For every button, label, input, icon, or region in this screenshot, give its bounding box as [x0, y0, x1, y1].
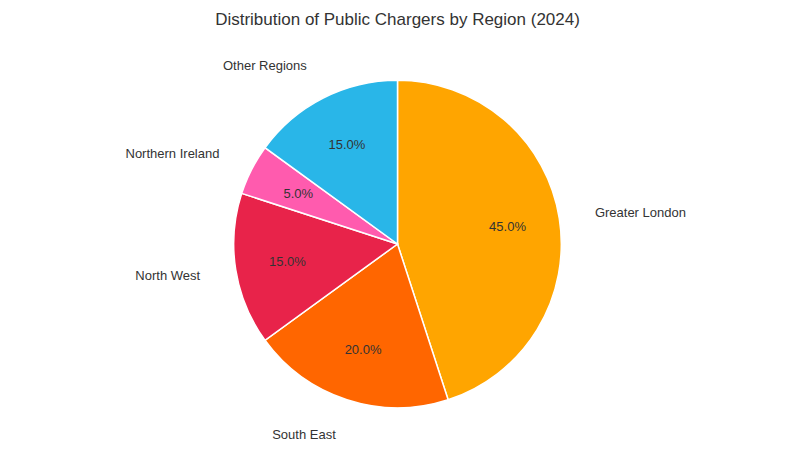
html-text:Distribution of Public Charger: Distribution of Public Chargers by Regio…	[215, 10, 580, 29]
svg-text:45.0%: 45.0%	[489, 219, 526, 234]
svg-text:Greater London: Greater London	[595, 205, 686, 220]
svg-text:15.0%: 15.0%	[269, 254, 306, 269]
svg-text:15.0%: 15.0%	[328, 137, 365, 152]
svg-text:South East: South East	[272, 427, 336, 442]
svg-text:North West: North West	[135, 268, 200, 283]
svg-text:Other Regions: Other Regions	[223, 58, 307, 73]
svg-text:Northern Ireland: Northern Ireland	[125, 146, 219, 161]
svg-text:5.0%: 5.0%	[283, 186, 313, 201]
svg-text:20.0%: 20.0%	[345, 342, 382, 357]
